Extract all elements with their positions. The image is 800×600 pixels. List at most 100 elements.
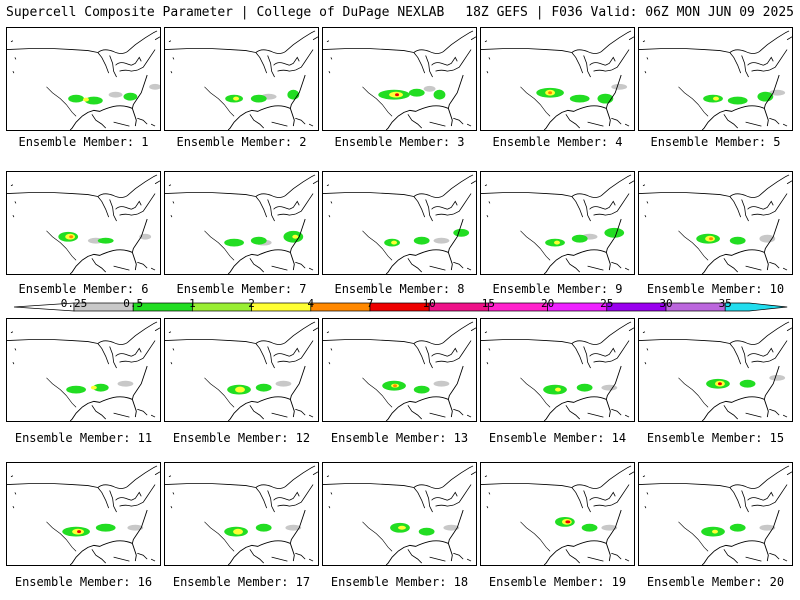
map-canvas — [639, 465, 792, 565]
colorbar-segment — [488, 302, 548, 312]
ensemble-member-map-3 — [322, 27, 477, 131]
ensemble-member-map-15 — [638, 318, 793, 422]
ensemble-member-map-10 — [638, 171, 793, 275]
scp-contour — [408, 88, 425, 97]
ensemble-member-map-20 — [638, 462, 793, 566]
scp-contour — [224, 238, 244, 247]
map-canvas — [323, 321, 476, 421]
ensemble-member-caption: Ensemble Member: 17 — [172, 575, 311, 589]
scp-contour — [398, 525, 406, 530]
scp-contour — [543, 384, 567, 395]
ensemble-member-caption: Ensemble Member: 2 — [176, 135, 307, 149]
scp-contour — [548, 91, 553, 95]
scp-contour — [759, 524, 776, 531]
colorbar — [13, 302, 788, 312]
scp-contour — [709, 237, 714, 241]
ensemble-member-map-11 — [6, 318, 161, 422]
scp-contour — [717, 382, 722, 386]
scp-contour — [443, 524, 460, 531]
scp-contour — [77, 530, 82, 534]
run-info: 18Z GEFS | F036 Valid: 06Z MON JUN 09 20… — [465, 5, 794, 20]
colorbar-tick-label: 0.5 — [123, 297, 144, 310]
ensemble-member-caption: Ensemble Member: 7 — [176, 282, 307, 296]
scp-contour — [395, 93, 400, 97]
ensemble-member-caption: Ensemble Member: 18 — [330, 575, 469, 589]
scp-contour — [292, 234, 299, 239]
scp-contour — [601, 384, 618, 391]
colorbar-segment — [606, 302, 667, 312]
scp-contour — [149, 83, 160, 90]
ensemble-member-caption: Ensemble Member: 6 — [18, 282, 149, 296]
ensemble-member-map-4 — [480, 27, 635, 131]
ensemble-member-map-8 — [322, 171, 477, 275]
scp-contour — [769, 374, 786, 381]
scp-contour — [703, 94, 723, 103]
scp-contour — [581, 523, 598, 532]
ensemble-member-caption: Ensemble Member: 13 — [330, 431, 469, 445]
map-canvas — [7, 465, 160, 565]
ensemble-member-caption: Ensemble Member: 5 — [650, 135, 781, 149]
map-title: Supercell Composite Parameter | College … — [6, 5, 445, 20]
scp-contour — [729, 523, 746, 532]
ensemble-member-caption: Ensemble Member: 15 — [646, 431, 785, 445]
scp-contour — [139, 233, 152, 240]
scp-contour — [601, 524, 618, 531]
scp-contour — [255, 383, 272, 392]
scp-contour — [108, 91, 123, 98]
map-canvas — [165, 30, 318, 130]
scp-contour — [727, 96, 748, 105]
scp-contour — [433, 237, 450, 244]
scp-contour — [95, 523, 116, 532]
ensemble-member-map-18 — [322, 462, 477, 566]
colorbar-segment — [310, 302, 371, 312]
scp-contour — [391, 240, 398, 245]
colorbar-tick-label: 20 — [540, 297, 555, 310]
ensemble-member-caption: Ensemble Member: 10 — [646, 282, 785, 296]
scp-contour — [255, 523, 272, 532]
colorbar-high-arrow — [724, 302, 788, 312]
scp-contour — [233, 96, 240, 101]
ensemble-member-caption: Ensemble Member: 11 — [14, 431, 153, 445]
colorbar-tick-label: 4 — [307, 297, 315, 310]
scp-contour — [233, 528, 243, 535]
scp-contour — [285, 524, 302, 531]
ensemble-member-caption: Ensemble Member: 19 — [488, 575, 627, 589]
ensemble-member-map-13 — [322, 318, 477, 422]
scp-contour — [433, 89, 446, 100]
colorbar-tick-label: 1 — [189, 297, 196, 310]
scp-contour — [250, 236, 267, 245]
ensemble-member-caption: Ensemble Member: 20 — [646, 575, 785, 589]
ensemble-member-caption: Ensemble Member: 1 — [18, 135, 149, 149]
ensemble-member-map-2 — [164, 27, 319, 131]
map-canvas — [323, 30, 476, 130]
scp-contour — [235, 386, 245, 393]
ensemble-member-caption: Ensemble Member: 16 — [14, 575, 153, 589]
scp-contour — [739, 379, 756, 388]
colorbar-tick-label: 10 — [422, 297, 436, 310]
scp-contour — [393, 384, 398, 388]
scp-contour — [453, 228, 470, 237]
scp-contour — [413, 236, 430, 245]
ensemble-member-caption: Ensemble Member: 12 — [172, 431, 311, 445]
ensemble-member-map-19 — [480, 462, 635, 566]
ensemble-member-map-14 — [480, 318, 635, 422]
colorbar-tick-label: 35 — [718, 297, 732, 310]
map-canvas — [639, 321, 792, 421]
scp-contour — [554, 240, 560, 245]
colorbar-segment — [547, 302, 608, 312]
ensemble-member-caption: Ensemble Member: 14 — [488, 431, 627, 445]
scp-contour — [127, 524, 144, 531]
ensemble-member-map-17 — [164, 462, 319, 566]
colorbar-segment — [192, 302, 252, 312]
ensemble-member-caption: Ensemble Member: 9 — [492, 282, 623, 296]
map-canvas — [481, 465, 634, 565]
map-canvas — [7, 174, 160, 274]
map-canvas — [639, 30, 792, 130]
scp-contour — [571, 234, 588, 243]
scp-contour — [418, 527, 435, 536]
scp-contour — [250, 94, 267, 103]
colorbar-segment — [251, 302, 312, 312]
scp-contour — [604, 227, 625, 238]
scp-contour — [123, 92, 138, 101]
scp-contour — [92, 383, 109, 392]
